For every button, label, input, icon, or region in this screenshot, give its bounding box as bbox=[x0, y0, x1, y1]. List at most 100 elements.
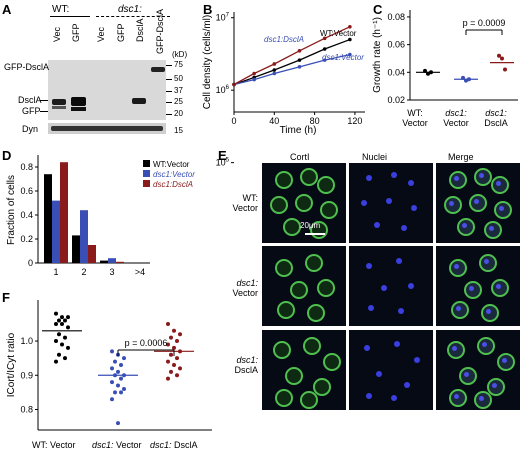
marker-75: 75 bbox=[174, 60, 183, 69]
cell bbox=[408, 283, 414, 289]
band-label-gfp: GFP bbox=[22, 106, 41, 116]
cell bbox=[457, 218, 475, 236]
cell bbox=[497, 353, 515, 371]
data-point bbox=[110, 380, 114, 385]
data-point bbox=[169, 352, 173, 357]
cell bbox=[323, 353, 341, 371]
marker-50: 50 bbox=[174, 74, 183, 83]
data-point bbox=[57, 318, 61, 323]
cell bbox=[447, 341, 465, 359]
y-tick-label: 0 bbox=[28, 258, 33, 268]
data-point bbox=[172, 363, 176, 367]
data-point bbox=[54, 321, 58, 326]
nucleus bbox=[464, 372, 469, 377]
panel-b-growth-curve: 0 40 80 120 105 106 107 Time (h) Cell density … bbox=[202, 12, 365, 168]
cell bbox=[474, 391, 492, 409]
c-cat-1: WT: Vector bbox=[402, 108, 428, 128]
cell bbox=[449, 171, 467, 189]
nucleus bbox=[454, 394, 459, 399]
data-point bbox=[297, 65, 302, 69]
plot-area: 0 40 80 120 105 106 107 bbox=[216, 13, 363, 168]
y-tick-label: 0.02 bbox=[387, 95, 405, 105]
cell bbox=[368, 305, 374, 311]
cell bbox=[366, 393, 372, 399]
micrograph-1-3 bbox=[436, 163, 520, 243]
cell bbox=[275, 171, 293, 189]
bar bbox=[108, 258, 116, 263]
data-point bbox=[272, 68, 277, 72]
legend-label-dsc1-vector: dsc1:Vector bbox=[153, 170, 195, 179]
cell bbox=[290, 281, 308, 299]
y-tick-label: 0.2 bbox=[20, 234, 33, 244]
marker-37: 37 bbox=[174, 86, 183, 95]
cell bbox=[404, 382, 410, 388]
cell bbox=[273, 341, 291, 359]
nucleus bbox=[484, 259, 489, 264]
bar bbox=[100, 260, 108, 263]
data-point bbox=[175, 373, 179, 378]
data-point bbox=[116, 369, 120, 374]
legend-label-wt: WT:Vector bbox=[153, 160, 190, 169]
cell bbox=[374, 222, 380, 228]
legend-swatch-wt bbox=[143, 160, 150, 167]
y-axis-label: Fraction of cells bbox=[6, 175, 17, 245]
nucleus bbox=[479, 396, 484, 401]
data-point bbox=[166, 376, 170, 381]
data-point bbox=[467, 77, 471, 82]
cell bbox=[307, 304, 325, 322]
cell bbox=[283, 218, 301, 236]
data-point bbox=[60, 315, 64, 320]
data-point bbox=[60, 321, 64, 326]
nucleus bbox=[502, 358, 507, 363]
cell bbox=[366, 263, 372, 269]
data-point bbox=[297, 58, 302, 62]
group-line-wt bbox=[50, 16, 90, 17]
cell bbox=[487, 378, 505, 396]
panel-label-d: D bbox=[2, 148, 12, 163]
y-tick-label: 105 bbox=[216, 158, 230, 168]
cell bbox=[449, 259, 467, 277]
loading-label-dyn: Dyn bbox=[22, 124, 39, 134]
series-line bbox=[233, 53, 351, 86]
c-cat-3: dsc1: DsclA bbox=[484, 108, 508, 128]
data-point bbox=[426, 71, 430, 76]
f-cat-1: WT: Vector bbox=[32, 440, 76, 450]
data-point bbox=[54, 311, 58, 316]
plot-area: 0 0.2 0.4 0.6 0.8 1 2 3 >4 bbox=[20, 162, 145, 277]
data-point bbox=[175, 356, 179, 361]
data-point bbox=[122, 386, 126, 391]
nucleus bbox=[492, 383, 497, 388]
cell bbox=[313, 378, 331, 396]
bar bbox=[44, 174, 52, 263]
data-point bbox=[110, 349, 114, 354]
data-point bbox=[63, 318, 67, 323]
x-tick-label: 1 bbox=[53, 267, 58, 277]
cell bbox=[300, 168, 318, 186]
data-point bbox=[175, 339, 179, 344]
micrograph-3-1 bbox=[262, 330, 346, 410]
series-line bbox=[233, 26, 351, 86]
cell bbox=[317, 176, 335, 194]
data-point bbox=[178, 366, 182, 371]
p-value: p = 0.0006 bbox=[125, 338, 168, 348]
y-tick-label: 0.06 bbox=[387, 40, 405, 50]
band bbox=[52, 106, 66, 109]
data-point bbox=[57, 332, 61, 337]
bar bbox=[116, 261, 124, 263]
p-value: p = 0.0009 bbox=[463, 18, 506, 28]
cell bbox=[364, 345, 370, 351]
cell bbox=[479, 254, 497, 272]
data-point bbox=[113, 359, 117, 364]
data-point bbox=[166, 342, 170, 347]
marker-tick bbox=[166, 114, 172, 115]
bar bbox=[60, 162, 68, 263]
cell bbox=[303, 337, 321, 355]
blot-main bbox=[48, 60, 166, 120]
column-label-corti: CortI bbox=[290, 152, 310, 162]
data-point bbox=[113, 390, 117, 395]
micrograph-2-1 bbox=[262, 246, 346, 326]
y-tick-label: 0.4 bbox=[20, 210, 33, 220]
panel-d-nuclei-fraction: 0 0.2 0.4 0.6 0.8 1 2 3 >4 Fraction of cells WT:… bbox=[6, 155, 195, 277]
data-point bbox=[169, 335, 173, 340]
micrograph-1-1 bbox=[262, 163, 346, 243]
